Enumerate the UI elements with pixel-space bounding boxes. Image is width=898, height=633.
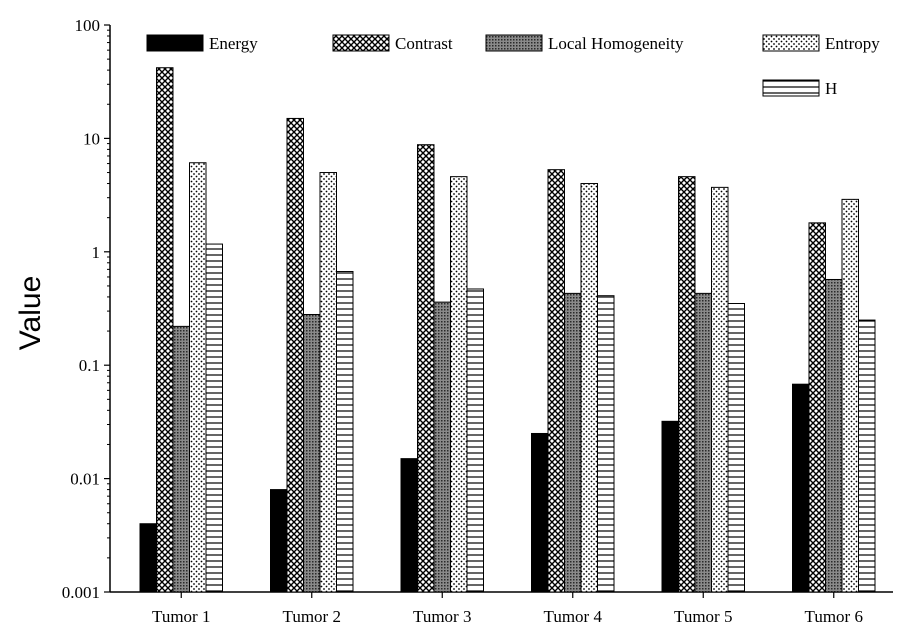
legend-swatch-energy <box>146 34 204 52</box>
bar-energy-tumor-3 <box>400 458 418 593</box>
x-tick-label: Tumor 1 <box>152 607 210 626</box>
y-tick-label: 10 <box>83 129 100 148</box>
bar-local-homogeneity-tumor-1 <box>172 325 190 593</box>
bar-entropy-tumor-2 <box>319 172 337 593</box>
bar-h-tumor-6 <box>858 319 876 593</box>
y-tick-label: 0.1 <box>79 356 100 375</box>
axes: 0.001 0.01 0.1 1 10 100 Tumor 1 Tumor 2 Tumor 3 T… <box>62 16 893 626</box>
bar-local-homogeneity-tumor-2 <box>303 313 321 593</box>
bar-local-homogeneity-tumor-4 <box>564 292 582 593</box>
legend-label-h: H <box>825 79 837 98</box>
y-axis-label: Value <box>14 276 47 351</box>
bar-local-homogeneity-tumor-3 <box>433 301 451 593</box>
bar-energy-tumor-2 <box>270 489 288 593</box>
bar-entropy-tumor-6 <box>841 198 859 593</box>
bar-entropy-tumor-5 <box>711 186 729 593</box>
y-tick-label: 0.01 <box>70 470 100 489</box>
bar-contrast-tumor-6 <box>808 222 826 593</box>
bar-contrast-tumor-5 <box>678 176 696 593</box>
bar-h-tumor-1 <box>205 243 223 593</box>
legend: Energy Contrast Local Homogeneity Entropy H <box>146 34 880 98</box>
y-tick-label: 1 <box>92 243 101 262</box>
bar-entropy-tumor-3 <box>450 176 468 593</box>
bar-h-tumor-3 <box>466 288 484 593</box>
bar-contrast-tumor-1 <box>156 67 174 593</box>
y-tick-label: 0.001 <box>62 583 100 602</box>
bars-group <box>139 67 876 593</box>
x-tick-label: Tumor 2 <box>283 607 341 626</box>
x-tick-label: Tumor 3 <box>413 607 471 626</box>
bar-contrast-tumor-3 <box>417 144 435 593</box>
legend-label-entropy: Entropy <box>825 34 880 53</box>
bar-contrast-tumor-4 <box>547 169 565 593</box>
bar-entropy-tumor-4 <box>580 183 598 593</box>
legend-label-contrast: Contrast <box>395 34 453 53</box>
bar-energy-tumor-4 <box>531 432 549 593</box>
x-tick-label: Tumor 4 <box>544 607 603 626</box>
legend-swatch-entropy <box>762 34 820 52</box>
bar-energy-tumor-1 <box>139 523 157 593</box>
bar-local-homogeneity-tumor-6 <box>825 278 843 593</box>
bar-contrast-tumor-2 <box>286 117 304 593</box>
x-tick-label: Tumor 6 <box>805 607 863 626</box>
legend-label-energy: Energy <box>209 34 258 53</box>
bar-h-tumor-5 <box>727 303 745 593</box>
legend-label-local-homogeneity: Local Homogeneity <box>548 34 684 53</box>
legend-swatch-local-homogeneity <box>485 34 543 52</box>
bar-entropy-tumor-1 <box>189 162 207 593</box>
bar-energy-tumor-5 <box>661 420 679 593</box>
legend-swatch-contrast <box>332 34 390 52</box>
bar-energy-tumor-6 <box>792 383 810 593</box>
legend-swatch-h <box>762 79 820 97</box>
x-tick-label: Tumor 5 <box>674 607 732 626</box>
y-tick-label: 100 <box>75 16 101 35</box>
bar-local-homogeneity-tumor-5 <box>694 292 712 593</box>
bar-h-tumor-4 <box>597 295 615 593</box>
bar-h-tumor-2 <box>336 271 354 593</box>
